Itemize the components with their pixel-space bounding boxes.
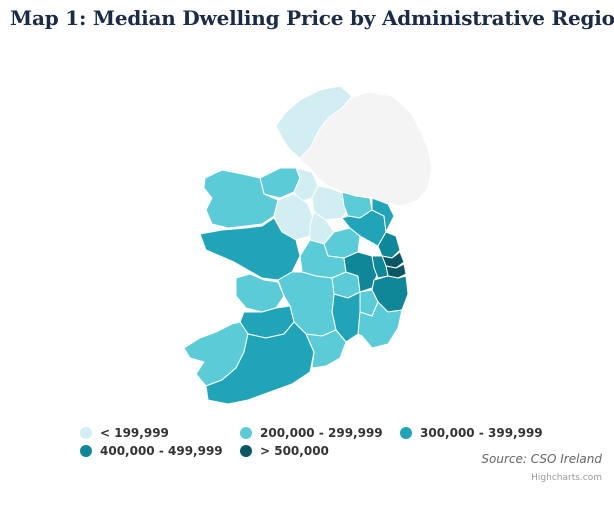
map-area: [183, 85, 433, 405]
legend-item-300000-399999[interactable]: 300,000 - 399,999: [400, 426, 543, 440]
legend-swatch: [400, 427, 412, 439]
source-note: Source: CSO Ireland: [481, 452, 602, 466]
legend-swatch: [80, 445, 92, 457]
legend-swatch: [80, 427, 92, 439]
credits-link[interactable]: Highcharts.com: [531, 473, 602, 483]
legend-item-400000-499999[interactable]: 400,000 - 499,999: [80, 444, 223, 458]
region-clare[interactable]: [235, 273, 285, 313]
region-sligo[interactable]: [259, 167, 301, 199]
ireland-map: [183, 85, 433, 405]
legend-swatch: [240, 427, 252, 439]
legend-item-under-199999[interactable]: < 199,999: [80, 426, 169, 440]
map-title: Map 1: Median Dwelling Price by Administ…: [10, 6, 614, 30]
legend-label: 400,000 - 499,999: [100, 444, 223, 458]
region-mayo[interactable]: [203, 169, 279, 229]
map-legend: < 199,999 200,000 - 299,999 300,000 - 39…: [80, 426, 580, 460]
legend-label: > 500,000: [260, 444, 329, 458]
legend-label: 300,000 - 399,999: [420, 426, 543, 440]
legend-label: < 199,999: [100, 426, 169, 440]
legend-swatch: [240, 445, 252, 457]
legend-label: 200,000 - 299,999: [260, 426, 383, 440]
legend-item-over-500000[interactable]: > 500,000: [240, 444, 329, 458]
region-cork[interactable]: [205, 321, 315, 405]
region-northern-ireland[interactable]: [299, 91, 433, 207]
region-leitrim[interactable]: [293, 167, 319, 203]
region-galway-county[interactable]: [199, 217, 301, 281]
legend-item-200000-299999[interactable]: 200,000 - 299,999: [240, 426, 383, 440]
region-waterford[interactable]: [305, 329, 347, 369]
region-donegal[interactable]: [275, 85, 353, 159]
region-wexford[interactable]: [357, 301, 403, 349]
